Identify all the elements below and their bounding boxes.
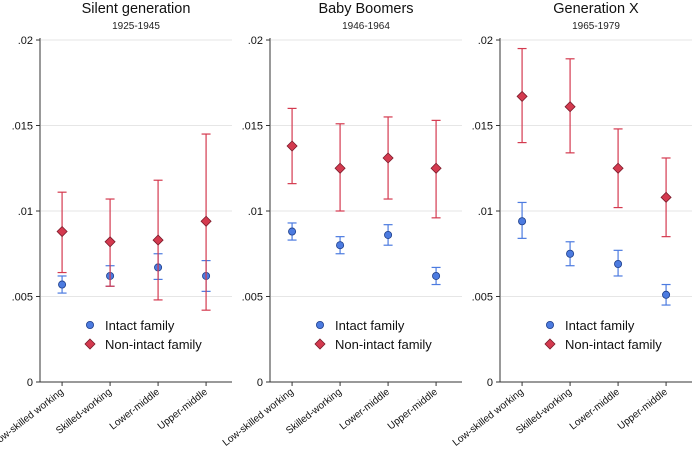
panel-2: Generation X 1965-1979 0 .005 .01 .015 .02 Low-…: [451, 1, 692, 449]
legend: Intact family Non-intact family: [84, 318, 202, 352]
data-point-circle: [566, 249, 575, 258]
data-point-circle: [518, 217, 527, 226]
x-tick-label: Low-skilled working: [0, 387, 66, 449]
legend-label: Intact family: [105, 318, 175, 333]
x-tick-label: Low-skilled working: [451, 387, 526, 449]
y-tick-label: .01: [18, 206, 33, 218]
legend-label: Non-intact family: [565, 337, 662, 352]
data-point-diamond: [200, 215, 212, 227]
series-0: [287, 222, 441, 286]
y-tick-label: .005: [242, 292, 263, 304]
panel-title: Generation X: [553, 1, 639, 17]
x-tick-label: Upper-middle: [156, 386, 210, 432]
legend-marker-circle: [86, 320, 95, 329]
series-1: [516, 47, 672, 238]
panel-subtitle: 1946-1964: [342, 21, 390, 32]
data-point-diamond: [564, 101, 576, 113]
legend-marker-diamond: [314, 338, 326, 350]
data-point-diamond: [56, 225, 68, 238]
y-tick-label: .02: [248, 35, 263, 47]
legend: Intact family Non-intact family: [314, 318, 432, 352]
y-tick-label: .015: [472, 121, 493, 133]
data-point-diamond: [334, 162, 346, 174]
data-point-circle: [384, 230, 393, 239]
x-tick-label: Low-skilled working: [221, 387, 296, 449]
x-tick-label: Upper-middle: [616, 386, 670, 432]
data-point-diamond: [104, 236, 116, 248]
y-tick-label: .01: [478, 206, 493, 218]
x-tick-label: Lower-middle: [338, 386, 392, 432]
panel-1: Baby Boomers 1946-1964 0 .005 .01 .015 .02 Low-…: [221, 1, 462, 449]
panel-subtitle: 1925-1945: [112, 21, 160, 32]
data-point-circle: [614, 260, 623, 269]
x-tick-label: Upper-middle: [386, 386, 440, 432]
data-point-diamond: [516, 90, 528, 102]
data-point-circle: [432, 271, 441, 280]
data-point-diamond: [152, 234, 164, 246]
data-point-diamond: [286, 140, 298, 152]
data-point-circle: [288, 227, 297, 236]
data-point-diamond: [660, 191, 672, 203]
legend-label: Intact family: [565, 318, 635, 333]
y-tick-label: 0: [487, 377, 493, 389]
legend-marker-diamond: [84, 338, 96, 350]
panel-subtitle: 1965-1979: [572, 21, 620, 32]
y-tick-label: .01: [248, 206, 263, 218]
data-point-diamond: [612, 162, 624, 174]
legend-marker-circle: [315, 320, 324, 329]
series-0: [57, 253, 211, 294]
panel-title: Baby Boomers: [318, 1, 413, 17]
legend-marker-circle: [546, 320, 555, 329]
y-tick-label: .015: [242, 121, 263, 133]
series-1: [56, 133, 212, 311]
series-1: [286, 107, 442, 219]
panel-0: Silent generation 1925-1945 0 .005 .01 .015 .0…: [0, 1, 232, 449]
y-tick-label: 0: [257, 377, 263, 389]
x-tick-label: Lower-middle: [568, 386, 622, 432]
y-tick-label: .02: [18, 35, 33, 47]
data-point-diamond: [430, 162, 442, 174]
legend-label: Non-intact family: [335, 337, 432, 352]
y-tick-label: 0: [27, 377, 33, 389]
y-tick-label: .015: [12, 121, 33, 133]
legend: Intact family Non-intact family: [544, 318, 662, 352]
x-tick-label: Lower-middle: [108, 386, 162, 432]
y-tick-label: .02: [478, 35, 493, 47]
legend-label: Non-intact family: [105, 337, 202, 352]
series-0: [517, 201, 671, 306]
y-tick-label: .005: [12, 292, 33, 304]
legend-marker-diamond: [544, 338, 556, 350]
data-point-circle: [336, 241, 345, 250]
data-point-circle: [58, 280, 67, 289]
legend-label: Intact family: [335, 318, 405, 333]
panel-title: Silent generation: [82, 1, 191, 17]
data-point-circle: [662, 290, 671, 299]
y-tick-label: .005: [472, 292, 493, 304]
data-point-diamond: [382, 152, 394, 164]
